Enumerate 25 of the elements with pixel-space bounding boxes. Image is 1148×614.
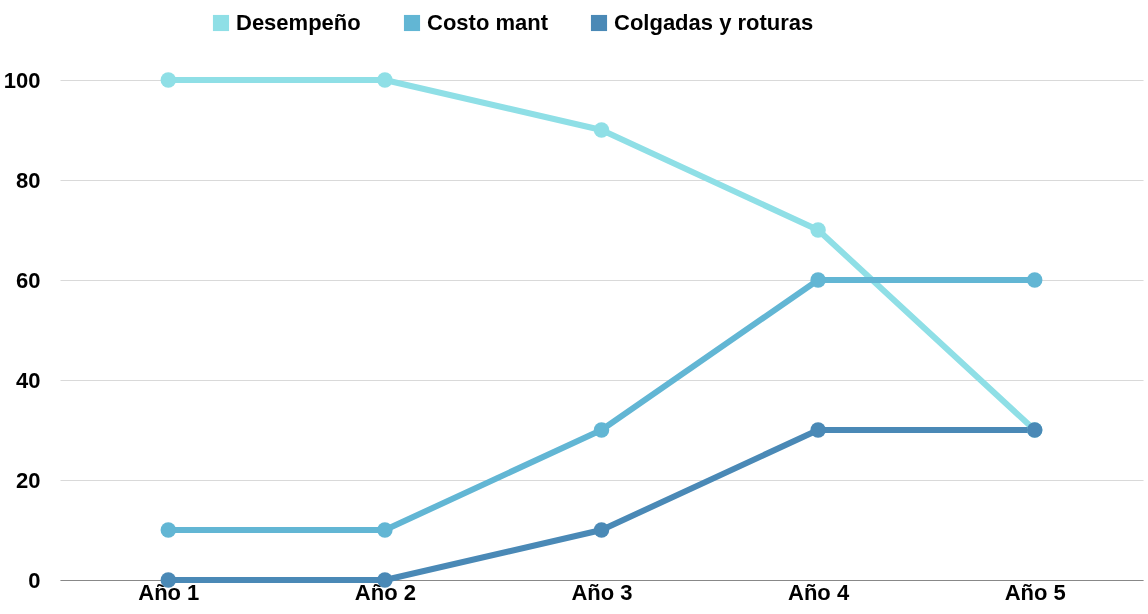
legend-label: Costo mant: [427, 10, 549, 35]
y-tick-label: 40: [16, 367, 41, 393]
point: [160, 72, 177, 88]
point: [160, 522, 177, 538]
y-tick-label: 20: [16, 467, 41, 493]
point: [593, 122, 610, 138]
x-tick-label: Año 1: [138, 579, 200, 605]
point: [1026, 272, 1043, 288]
point: [810, 272, 826, 288]
point: [810, 422, 826, 438]
point: [593, 522, 610, 538]
y-tick-label: 0: [28, 567, 41, 593]
point: [593, 422, 610, 438]
x-tick-label: Año 2: [354, 579, 416, 605]
legend-label: Desempeño: [236, 10, 361, 35]
point: [810, 222, 826, 238]
x-tick-label: Año 4: [788, 579, 850, 605]
point: [377, 72, 393, 88]
y-tick-label: 80: [16, 167, 41, 193]
x-tick-label: Año 5: [1004, 579, 1066, 605]
point: [377, 522, 393, 538]
x-tick-label: Año 3: [571, 579, 633, 605]
legend-label: Colgadas y roturas: [614, 10, 814, 35]
y-tick-label: 60: [16, 267, 41, 293]
y-tick-label: 100: [3, 67, 41, 93]
